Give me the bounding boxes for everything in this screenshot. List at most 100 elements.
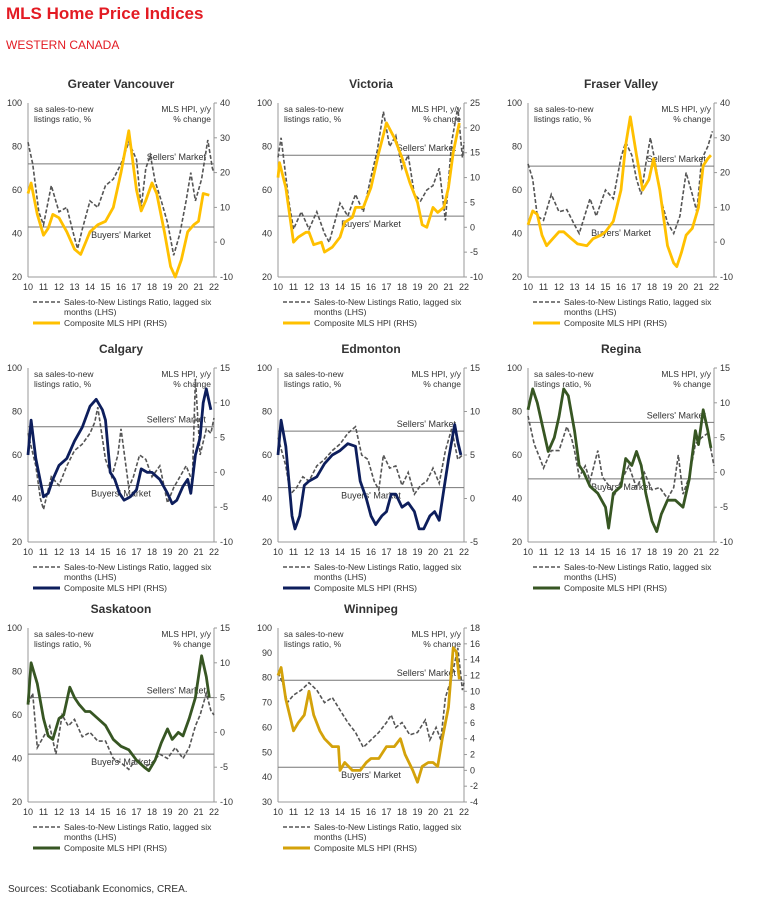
right-tick-label: 10 bbox=[720, 398, 730, 408]
lhs-axis-label: sa sales-to-new bbox=[284, 369, 344, 379]
lhs-axis-label: listings ratio, % bbox=[284, 114, 342, 124]
x-tick-label: 15 bbox=[100, 547, 110, 557]
left-tick-label: 60 bbox=[262, 450, 272, 460]
x-tick-label: 22 bbox=[459, 282, 469, 292]
chart-title: Saskatoon bbox=[91, 602, 152, 616]
right-tick-label: -4 bbox=[470, 797, 478, 807]
right-tick-label: 40 bbox=[720, 98, 730, 108]
chart-title: Winnipeg bbox=[344, 602, 398, 616]
right-tick-label: -5 bbox=[470, 247, 478, 257]
left-tick-label: 60 bbox=[512, 185, 522, 195]
x-tick-label: 11 bbox=[289, 282, 298, 292]
left-tick-label: 20 bbox=[512, 537, 522, 547]
x-tick-label: 17 bbox=[381, 282, 391, 292]
left-tick-label: 90 bbox=[262, 648, 272, 658]
lhs-axis-label: sa sales-to-new bbox=[34, 104, 94, 114]
lhs-axis-label: sa sales-to-new bbox=[534, 369, 594, 379]
lhs-axis-label: listings ratio, % bbox=[284, 379, 342, 389]
right-tick-label: 10 bbox=[220, 202, 230, 212]
right-tick-label: 12 bbox=[470, 670, 480, 680]
x-tick-label: 20 bbox=[678, 282, 688, 292]
lhs-axis-label: sa sales-to-new bbox=[34, 369, 94, 379]
x-tick-label: 21 bbox=[693, 547, 703, 557]
x-tick-label: 16 bbox=[116, 807, 126, 817]
legend-ratio-label: months (LHS) bbox=[314, 832, 367, 842]
left-tick-label: 60 bbox=[12, 710, 22, 720]
x-tick-label: 20 bbox=[178, 807, 188, 817]
right-tick-label: 5 bbox=[470, 450, 475, 460]
lhs-axis-label: sa sales-to-new bbox=[534, 104, 594, 114]
x-tick-label: 14 bbox=[335, 547, 345, 557]
x-tick-label: 14 bbox=[85, 807, 95, 817]
lhs-axis-label: sa sales-to-new bbox=[284, 104, 344, 114]
left-tick-label: 100 bbox=[7, 98, 22, 108]
composite-mls-hpi-line bbox=[276, 121, 461, 254]
left-tick-label: 40 bbox=[512, 494, 522, 504]
sellers-market-label: Sellers' Market bbox=[147, 415, 207, 425]
x-tick-label: 10 bbox=[273, 807, 283, 817]
x-tick-label: 19 bbox=[162, 807, 172, 817]
chart-panel: Fraser Valley 20 40 60 80 100 -10 0 10 20 30 40 10 11… bbox=[500, 70, 750, 340]
sellers-market-label: Sellers' Market bbox=[397, 419, 457, 429]
left-tick-label: 80 bbox=[12, 407, 22, 417]
rhs-axis-label: % change bbox=[423, 379, 461, 389]
right-tick-label: 10 bbox=[470, 407, 480, 417]
chart-title: Victoria bbox=[349, 77, 393, 91]
left-tick-label: 50 bbox=[262, 747, 272, 757]
x-tick-label: 18 bbox=[397, 282, 407, 292]
legend-ratio-label: months (LHS) bbox=[564, 572, 617, 582]
x-tick-label: 10 bbox=[273, 282, 283, 292]
legend-ratio-label: months (LHS) bbox=[64, 832, 117, 842]
chart-svg: Regina 20 40 60 80 100 -10 -5 0 5 10 15 10 11 12 13 14 15… bbox=[507, 342, 733, 593]
x-tick-label: 14 bbox=[335, 282, 345, 292]
buyers-market-label: Buyers' Market bbox=[341, 491, 401, 501]
chart-svg: Greater Vancouver20406080100-10010203040… bbox=[7, 77, 233, 328]
chart-title: Greater Vancouver bbox=[68, 77, 175, 91]
left-tick-label: 40 bbox=[262, 494, 272, 504]
right-tick-label: 30 bbox=[720, 133, 730, 143]
right-tick-label: 0 bbox=[720, 467, 725, 477]
left-tick-label: 40 bbox=[12, 494, 22, 504]
chart-panel: Calgary 20 40 60 80 100 -10 -5 0 5 10 15 10 11 12 13 14 1… bbox=[0, 335, 250, 605]
left-tick-label: 100 bbox=[257, 98, 272, 108]
buyers-market-label: Buyers' Market bbox=[591, 228, 651, 238]
right-tick-label: 0 bbox=[470, 222, 475, 232]
x-tick-label: 19 bbox=[412, 547, 422, 557]
rhs-axis-label: % change bbox=[673, 114, 711, 124]
right-tick-label: -10 bbox=[220, 537, 233, 547]
x-tick-label: 15 bbox=[100, 282, 110, 292]
left-tick-label: 40 bbox=[12, 229, 22, 239]
sales-to-new-listings-ratio-line bbox=[527, 415, 715, 500]
composite-mls-hpi-line bbox=[26, 654, 211, 773]
x-tick-label: 11 bbox=[289, 547, 298, 557]
right-tick-label: -5 bbox=[470, 537, 478, 547]
x-tick-label: 20 bbox=[428, 547, 438, 557]
legend-hpi-label: Composite MLS HPI (RHS) bbox=[64, 843, 167, 853]
chart-panel: Regina 20 40 60 80 100 -10 -5 0 5 10 15 10 11 12 13 14 15… bbox=[500, 335, 750, 605]
x-tick-label: 13 bbox=[569, 282, 579, 292]
right-tick-label: 10 bbox=[720, 202, 730, 212]
x-tick-label: 17 bbox=[631, 547, 641, 557]
x-tick-label: 14 bbox=[585, 547, 595, 557]
right-tick-label: 0 bbox=[220, 727, 225, 737]
x-tick-label: 20 bbox=[428, 282, 438, 292]
rhs-axis-label: MLS HPI, y/y bbox=[161, 104, 211, 114]
x-tick-label: 11 bbox=[539, 282, 548, 292]
left-tick-label: 100 bbox=[7, 363, 22, 373]
right-tick-label: 20 bbox=[470, 123, 480, 133]
rhs-axis-label: % change bbox=[423, 114, 461, 124]
right-tick-label: 0 bbox=[220, 237, 225, 247]
x-tick-label: 14 bbox=[85, 282, 95, 292]
chart-svg: Victoria 20 40 60 80 100 -10 -5 0 5 10 15 20 25 10 11 12… bbox=[257, 77, 483, 328]
x-tick-label: 17 bbox=[131, 547, 141, 557]
sales-to-new-listings-ratio-line bbox=[527, 131, 714, 236]
right-tick-label: -5 bbox=[720, 502, 728, 512]
x-tick-label: 12 bbox=[554, 282, 564, 292]
x-tick-label: 15 bbox=[100, 807, 110, 817]
lhs-axis-label: listings ratio, % bbox=[534, 379, 592, 389]
x-tick-label: 11 bbox=[289, 807, 298, 817]
sellers-market-label: Sellers' Market bbox=[647, 410, 707, 420]
x-tick-label: 18 bbox=[397, 547, 407, 557]
right-tick-label: 8 bbox=[470, 702, 475, 712]
left-tick-label: 80 bbox=[262, 673, 272, 683]
